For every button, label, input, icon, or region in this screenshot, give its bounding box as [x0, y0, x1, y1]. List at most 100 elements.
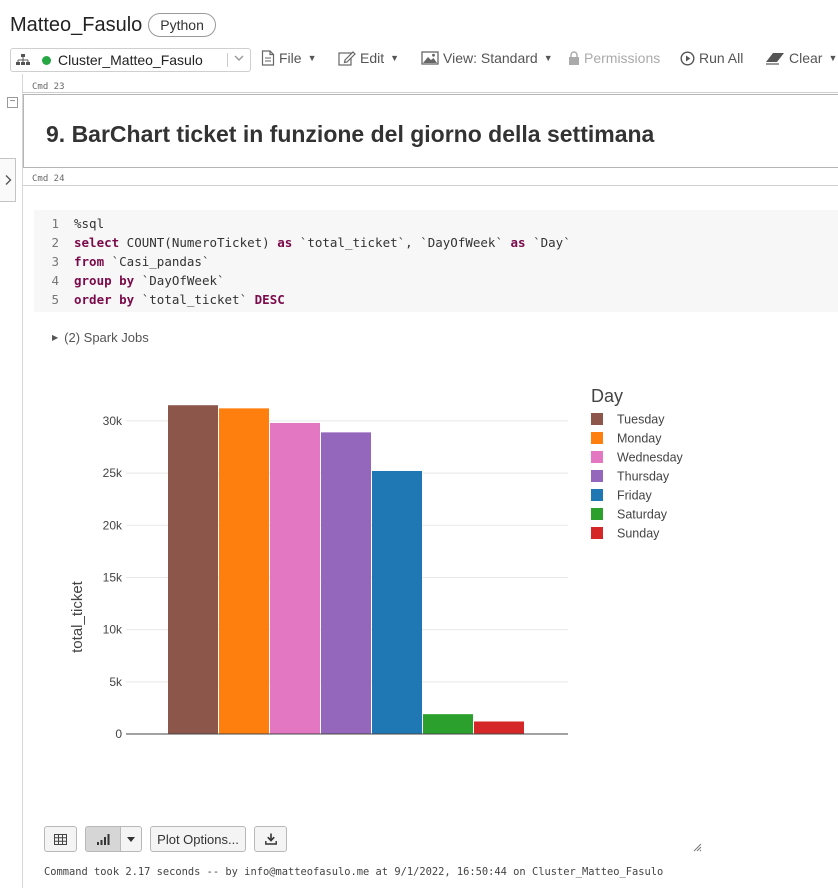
cell-command-label: Cmd 23 — [32, 82, 65, 92]
cluster-divider — [227, 53, 228, 67]
y-tick-label: 15k — [103, 570, 123, 584]
notebook-title[interactable]: Matteo_Fasulo — [10, 13, 143, 36]
view-menu[interactable]: View: Standard ▼ — [421, 50, 553, 66]
caret-down-icon: ▼ — [828, 53, 838, 63]
y-tick-label: 25k — [103, 466, 123, 480]
code-line: 4 group by `DayOfWeek` — [34, 271, 224, 290]
bar — [321, 432, 371, 734]
plot-options-button[interactable]: Plot Options... — [150, 826, 246, 852]
legend-swatch — [591, 413, 603, 425]
legend-entry: Saturday — [617, 508, 668, 522]
sql-keyword: order by — [74, 292, 135, 307]
caret-right-icon: ▶ — [52, 333, 59, 342]
sql-keyword: as — [277, 235, 293, 250]
cell-divider — [23, 185, 838, 186]
cell-divider — [23, 92, 838, 93]
sql-text: `Casi_pandas` — [104, 254, 210, 269]
bar — [168, 405, 218, 734]
play-circle-icon — [680, 50, 695, 66]
sql-keyword: select — [74, 235, 120, 250]
clear-menu[interactable]: Clear ▼ — [765, 50, 837, 66]
legend-swatch — [591, 489, 603, 501]
download-button[interactable] — [254, 826, 287, 852]
download-icon — [264, 833, 277, 845]
legend-title: Day — [591, 386, 623, 406]
permissions-label: Permissions — [584, 50, 661, 66]
markdown-cell[interactable]: 9. BarChart ticket in funzione del giorn… — [23, 94, 838, 168]
code-editor[interactable]: 1 %sql 2 select COUNT(NumeroTicket) as `tot… — [34, 210, 838, 312]
cell-command-label: Cmd 24 — [32, 174, 65, 184]
cluster-selector[interactable]: Cluster_Matteo_Fasulo — [10, 48, 251, 72]
sql-keyword: as — [510, 235, 526, 250]
file-menu-label: File — [279, 50, 302, 66]
language-badge: Python — [148, 13, 216, 37]
bar — [423, 714, 473, 734]
chart-view-button[interactable] — [85, 826, 121, 852]
edit-menu-label: Edit — [360, 50, 385, 66]
legend-entry: Thursday — [617, 470, 670, 484]
caret-down-icon: ▼ — [390, 53, 400, 63]
y-axis-label: total_ticket — [69, 580, 86, 653]
notebook-header: Matteo_Fasulo Python — [10, 10, 216, 40]
table-icon — [54, 833, 67, 845]
line-number: 2 — [51, 235, 59, 250]
chart-type-dropdown[interactable] — [120, 826, 142, 852]
lock-icon — [569, 51, 579, 65]
bar-chart-icon — [97, 833, 110, 845]
line-number: 1 — [51, 216, 59, 231]
chevron-down-icon[interactable] — [233, 52, 245, 67]
permissions-button[interactable]: Permissions — [568, 50, 660, 66]
code-line: 5 order by `total_ticket` DESC — [34, 290, 285, 309]
legend-swatch — [591, 432, 603, 444]
markdown-heading: 9. BarChart ticket in funzione del giorn… — [46, 121, 655, 147]
spark-jobs-toggle[interactable]: ▶ (2) Spark Jobs — [52, 330, 149, 345]
edit-menu[interactable]: Edit ▼ — [338, 50, 399, 66]
sql-text: `total_ticket`, `DayOfWeek` — [292, 235, 511, 250]
y-tick-label: 5k — [109, 675, 123, 689]
run-all-button[interactable]: Run All — [680, 50, 743, 66]
legend-entry: Sunday — [617, 527, 660, 541]
run-all-label: Run All — [699, 50, 744, 66]
legend-entry: Tuesday — [617, 413, 665, 427]
line-number: 4 — [51, 273, 59, 288]
code-line: 1 %sql — [34, 214, 104, 233]
legend-swatch — [591, 470, 603, 482]
bar-chart: 0 5k 10k 15k 20k 25k 30k total_ticket Day Tuesday… — [69, 386, 684, 741]
sql-text: %sql — [74, 216, 105, 231]
cluster-name: Cluster_Matteo_Fasulo — [58, 52, 203, 68]
edit-icon — [338, 51, 356, 66]
eraser-icon — [766, 53, 784, 65]
bar — [372, 470, 422, 734]
bar — [219, 408, 269, 734]
y-tick-label: 30k — [103, 414, 123, 428]
resize-grip-icon[interactable] — [692, 842, 702, 852]
sidebar-toggle[interactable] — [0, 158, 16, 202]
line-number: 3 — [51, 254, 59, 269]
sql-keyword: from — [74, 254, 105, 269]
legend-entry: Friday — [617, 489, 652, 503]
view-menu-label: View: Standard — [443, 50, 538, 66]
cluster-status-dot — [42, 55, 51, 65]
legend-entry: Monday — [617, 432, 662, 446]
caret-down-icon — [127, 836, 135, 842]
y-tick-label: 0 — [115, 727, 122, 741]
caret-down-icon: ▼ — [307, 53, 317, 63]
line-number: 5 — [51, 292, 59, 307]
image-icon — [421, 51, 439, 65]
chevron-right-icon — [5, 175, 11, 185]
legend-swatch — [591, 527, 603, 539]
cluster-tree-icon — [16, 54, 30, 65]
cell-gutter-border — [22, 74, 23, 888]
legend-entry: Wednesday — [617, 451, 684, 465]
table-view-button[interactable] — [44, 826, 77, 852]
collapse-cell-icon[interactable]: − — [7, 97, 18, 108]
sql-keyword: DESC — [254, 292, 285, 307]
y-tick-label: 20k — [103, 518, 123, 532]
sql-text: COUNT(NumeroTicket) — [119, 235, 278, 250]
file-menu[interactable]: File ▼ — [261, 50, 316, 66]
y-tick-label: 10k — [103, 623, 123, 637]
bar — [474, 721, 524, 734]
code-line: 3 from `Casi_pandas` — [34, 252, 209, 271]
sql-text: `total_ticket` — [134, 292, 255, 307]
code-line: 2 select COUNT(NumeroTicket) as `total_ti… — [34, 233, 570, 252]
